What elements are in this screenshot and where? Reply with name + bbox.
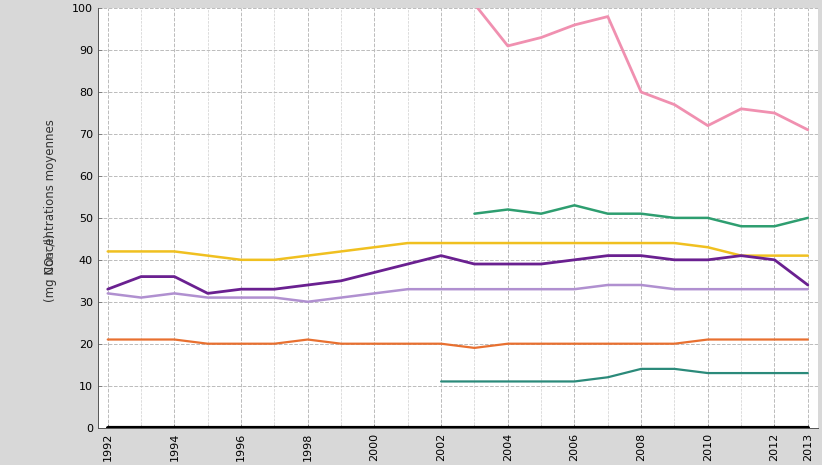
Text: (mg NO₃⁻/l): (mg NO₃⁻/l) <box>44 234 58 302</box>
Text: Concentrations moyennes: Concentrations moyennes <box>44 120 58 274</box>
